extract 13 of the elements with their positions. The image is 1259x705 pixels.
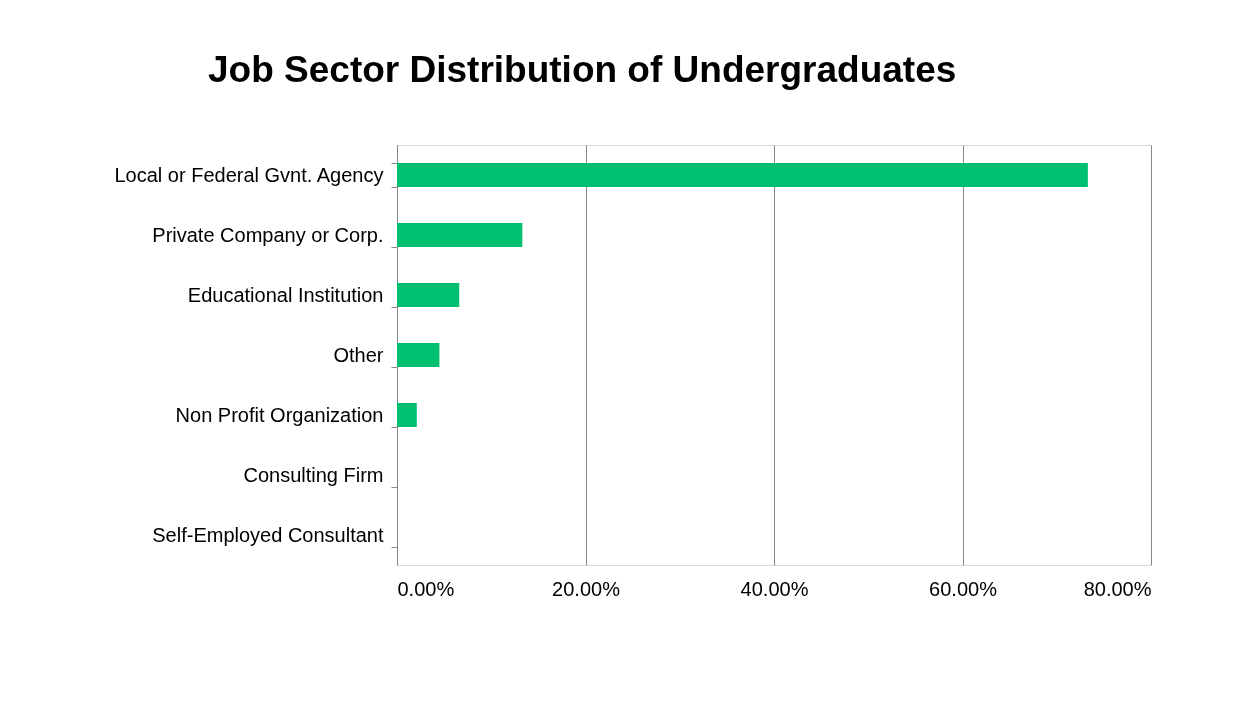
y-tick-label: Self-Employed Consultant	[152, 523, 384, 546]
y-tick-label: Local or Federal Gvnt. Agency	[114, 163, 384, 186]
x-tick-label: 40.00%	[740, 577, 809, 600]
x-tick-label: 20.00%	[552, 577, 621, 600]
x-tick-label: 0.00%	[397, 577, 455, 600]
y-tick-label: Private Company or Corp.	[152, 223, 384, 246]
x-tick-label: 60.00%	[929, 577, 998, 600]
y-tick-label: Consulting Firm	[243, 463, 384, 486]
y-tick-label: Non Profit Organization	[175, 403, 384, 426]
chart-title: Job Sector Distribution of Undergraduates	[208, 49, 957, 90]
x-tick-label: 80.00%	[1083, 577, 1152, 600]
y-tick-label: Other	[333, 343, 384, 366]
y-tick-label: Educational Institution	[187, 283, 384, 306]
